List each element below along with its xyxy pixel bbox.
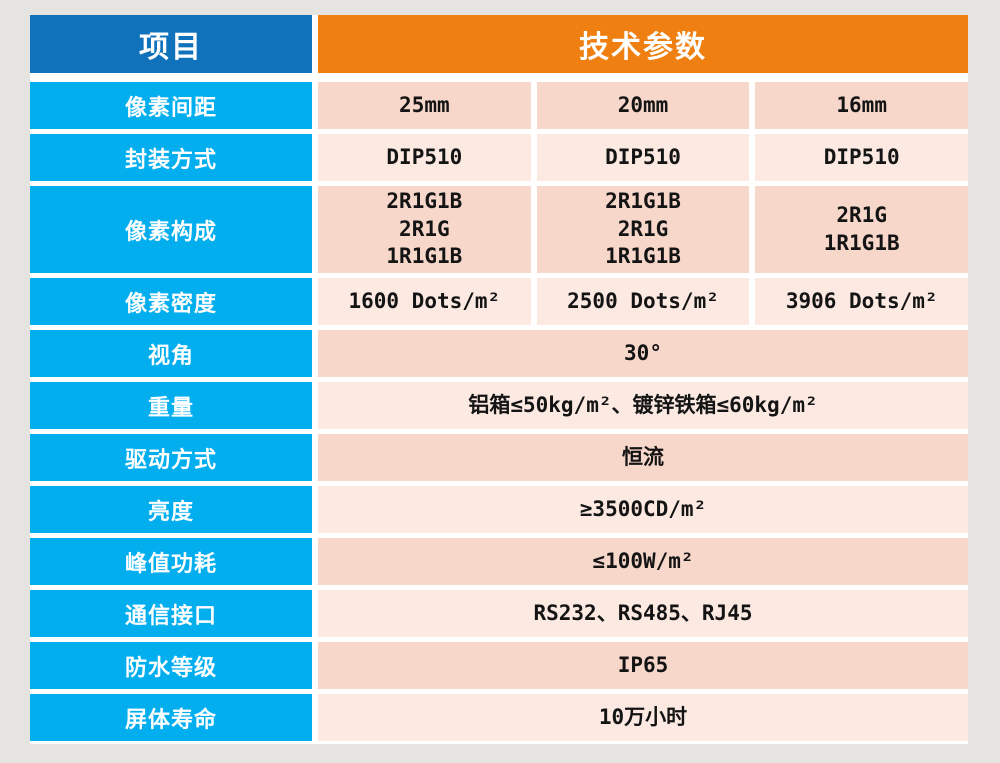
spec-value-cell: 2R1G1B 2R1G 1R1G1B <box>536 186 750 273</box>
spec-value-area: RS232、RS485、RJ45 <box>318 590 968 637</box>
spec-value-cell: 16mm <box>755 82 969 129</box>
value-line: 1R1G1B <box>605 244 681 269</box>
table-row: 峰值功耗 ≤100W/m² <box>30 538 968 585</box>
table-row: 视角 30° <box>30 330 968 377</box>
spec-label-cell: 通信接口 <box>30 590 312 637</box>
spec-value-area: IP65 <box>318 642 968 689</box>
spec-label-cell: 驱动方式 <box>30 434 312 481</box>
value-line: 1R1G1B <box>386 244 463 269</box>
table-row: 屏体寿命 10万小时 <box>30 694 968 741</box>
table-body: 像素间距 25mm 20mm 16mm 封装方式 DIP510 DIP510 DIP510 像素… <box>30 82 969 741</box>
spec-value-area: 铝箱≤50kg/m²、镀锌铁箱≤60kg/m² <box>318 382 968 429</box>
spec-value-area: DIP510 DIP510 DIP510 <box>318 134 969 181</box>
spec-value-area: 10万小时 <box>318 694 968 741</box>
spec-value-area: 1600 Dots/m² 2500 Dots/m² 3906 Dots/m² <box>318 278 969 325</box>
spec-label-cell: 视角 <box>30 330 312 377</box>
value-line: 2R1G1B <box>386 188 463 213</box>
spec-value-cell: 20mm <box>536 82 750 129</box>
header-params-cell: 技术参数 <box>318 15 968 73</box>
spec-value-cell: DIP510 <box>536 134 750 181</box>
spec-value-area: 25mm 20mm 16mm <box>318 82 969 129</box>
spec-value-cell: 铝箱≤50kg/m²、镀锌铁箱≤60kg/m² <box>318 382 968 429</box>
spec-value-cell: ≥3500CD/m² <box>318 486 968 533</box>
spec-value-cell: 恒流 <box>318 434 968 481</box>
spec-value-cell: 2500 Dots/m² <box>536 278 750 325</box>
spec-value-cell: 10万小时 <box>318 694 968 741</box>
table-row: 防水等级 IP65 <box>30 642 968 689</box>
spec-value-cell: 3906 Dots/m² <box>755 278 969 325</box>
table-header-row: 项目 技术参数 <box>30 15 968 73</box>
spec-label-cell: 重量 <box>30 382 312 429</box>
spec-value-area: ≤100W/m² <box>318 538 968 585</box>
value-line: 2R1G <box>836 202 887 227</box>
spec-value-cell: 2R1G 1R1G1B <box>755 186 969 273</box>
table-row: 像素间距 25mm 20mm 16mm <box>30 82 969 129</box>
spec-value-area: ≥3500CD/m² <box>318 486 968 533</box>
spec-label-cell: 像素密度 <box>30 278 312 325</box>
spec-value-cell: DIP510 <box>755 134 969 181</box>
table-row: 像素构成 2R1G1B 2R1G 1R1G1B 2R1G1B 2R1G 1R1G1B 2R1G… <box>30 186 969 273</box>
spec-value-cell: DIP510 <box>318 134 531 181</box>
spec-value-cell: ≤100W/m² <box>318 538 968 585</box>
table-row: 通信接口 RS232、RS485、RJ45 <box>30 590 968 637</box>
value-line: 2R1G <box>617 216 669 241</box>
spec-value-area: 30° <box>318 330 968 377</box>
spec-label-cell: 像素构成 <box>30 186 312 273</box>
table-row: 重量 铝箱≤50kg/m²、镀锌铁箱≤60kg/m² <box>30 382 968 429</box>
spec-value-cell: IP65 <box>318 642 968 689</box>
spec-value-area: 恒流 <box>318 434 968 481</box>
header-item-cell: 项目 <box>30 15 312 73</box>
spec-label-cell: 防水等级 <box>30 642 312 689</box>
spec-table: 项目 技术参数 像素间距 25mm 20mm 16mm 封装方式 DIP510 DIP510… <box>30 15 969 744</box>
table-row: 像素密度 1600 Dots/m² 2500 Dots/m² 3906 Dots/m² <box>30 278 969 325</box>
spec-value-cell: 30° <box>318 330 968 377</box>
spec-value-cell: 2R1G1B 2R1G 1R1G1B <box>318 186 531 273</box>
spec-value-area: 2R1G1B 2R1G 1R1G1B 2R1G1B 2R1G 1R1G1B 2R1G 1R1G… <box>318 186 969 273</box>
table-row: 封装方式 DIP510 DIP510 DIP510 <box>30 134 969 181</box>
spec-label-cell: 封装方式 <box>30 134 312 181</box>
spec-label-cell: 峰值功耗 <box>30 538 312 585</box>
table-row: 驱动方式 恒流 <box>30 434 968 481</box>
spec-label-cell: 屏体寿命 <box>30 694 312 741</box>
spec-value-cell: 25mm <box>318 82 531 129</box>
value-line: 1R1G1B <box>823 230 900 255</box>
value-line: 2R1G1B <box>605 188 681 213</box>
value-line: 2R1G <box>399 216 450 241</box>
table-row: 亮度 ≥3500CD/m² <box>30 486 968 533</box>
spec-label-cell: 亮度 <box>30 486 312 533</box>
spec-value-cell: RS232、RS485、RJ45 <box>318 590 968 637</box>
spec-value-cell: 1600 Dots/m² <box>318 278 531 325</box>
spec-label-cell: 像素间距 <box>30 82 312 129</box>
